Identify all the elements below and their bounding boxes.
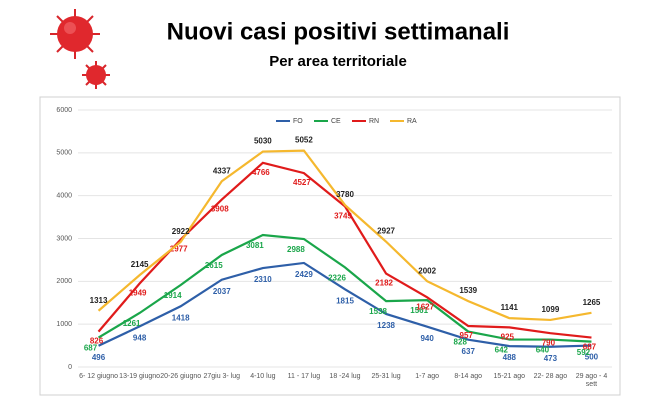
data-label: 500 xyxy=(585,353,599,362)
data-label: 1815 xyxy=(336,296,354,305)
data-label: 1561 xyxy=(410,306,428,315)
data-label: 1261 xyxy=(123,319,141,328)
x-tick-label: 6- 12 giugno xyxy=(79,373,118,380)
data-label: 2977 xyxy=(170,245,188,254)
legend-label: CE xyxy=(331,118,341,125)
data-label: 1627 xyxy=(416,302,434,311)
data-label: 2429 xyxy=(295,270,313,279)
virus-icon xyxy=(50,9,110,89)
data-label: 496 xyxy=(92,353,106,362)
data-label: 687 xyxy=(84,344,98,353)
data-label: 2927 xyxy=(377,227,395,236)
x-tick-label: 15-21 ago xyxy=(493,373,526,380)
data-label: 2326 xyxy=(328,273,346,282)
series-line xyxy=(97,149,592,322)
x-tick-label: 25-31 lug xyxy=(371,373,401,380)
data-label: 948 xyxy=(133,334,147,343)
data-label: 925 xyxy=(501,332,515,341)
y-tick-label: 2000 xyxy=(56,278,72,285)
data-label: 940 xyxy=(420,334,434,343)
data-label: 592 xyxy=(577,348,591,357)
x-tick-label: 20-26 giugno xyxy=(160,373,202,380)
data-label: 5030 xyxy=(254,137,272,146)
y-tick-label: 1000 xyxy=(56,321,72,328)
data-label: 3081 xyxy=(246,241,264,250)
data-label: 2310 xyxy=(254,275,272,284)
data-label: 2922 xyxy=(172,227,190,236)
data-label: 1265 xyxy=(583,298,601,307)
data-label: 637 xyxy=(462,347,476,356)
data-label: 1949 xyxy=(129,289,147,298)
data-label: 2615 xyxy=(205,261,223,270)
data-label: 2145 xyxy=(131,260,149,269)
x-tick-label: 13-19 giugno xyxy=(119,373,161,380)
legend-label: FO xyxy=(293,118,303,125)
data-label: 2037 xyxy=(213,287,231,296)
x-tick-label: 27giu 3- lug xyxy=(203,373,241,380)
data-label: 4766 xyxy=(252,168,270,177)
data-label: 1538 xyxy=(369,307,387,316)
data-label: 957 xyxy=(460,331,474,340)
data-label: 2988 xyxy=(287,245,305,254)
data-label: 4527 xyxy=(293,178,311,187)
series-line xyxy=(97,233,592,343)
data-label: 1099 xyxy=(541,305,559,314)
y-tick-label: 4000 xyxy=(56,193,72,200)
data-label: 1238 xyxy=(377,321,395,330)
data-label: 1914 xyxy=(164,291,182,300)
data-label: 640 xyxy=(536,346,550,355)
x-tick-label: 1-7 ago xyxy=(415,373,440,380)
data-label: 828 xyxy=(454,338,468,347)
series-line xyxy=(98,261,592,348)
data-label: 790 xyxy=(542,338,556,347)
data-label: 687 xyxy=(583,343,597,352)
y-tick-label: 5000 xyxy=(56,150,72,157)
y-tick-label: 6000 xyxy=(56,107,72,114)
chart-title: Nuovi casi positivi settimanali xyxy=(167,18,510,45)
data-label: 2182 xyxy=(375,279,393,288)
data-label: 2002 xyxy=(418,266,436,275)
data-label: 1418 xyxy=(172,313,190,322)
data-label: 1141 xyxy=(501,303,519,312)
x-tick-label: 8-14 ago xyxy=(454,373,483,380)
x-tick-label: 4-10 lug xyxy=(250,373,276,380)
y-tick-label: 3000 xyxy=(56,235,72,242)
data-label: 3908 xyxy=(211,205,229,214)
x-tick-label: 11 - 17 lug xyxy=(287,373,321,380)
data-label: 1539 xyxy=(459,286,477,295)
data-label: 473 xyxy=(544,354,558,363)
legend-label: RA xyxy=(407,118,417,125)
data-label: 5052 xyxy=(295,136,313,145)
data-label: 642 xyxy=(495,346,509,355)
data-label: 3749 xyxy=(334,212,352,221)
y-tick-label: 0 xyxy=(68,364,72,371)
data-label: 826 xyxy=(90,337,104,346)
chart-frame xyxy=(39,96,621,396)
data-label: 488 xyxy=(503,353,517,362)
chart-subtitle: Per area territoriale xyxy=(269,53,407,70)
data-label: 4337 xyxy=(213,166,231,175)
legend-label: RN xyxy=(369,118,379,125)
x-tick-label: 29 ago - 4 sett xyxy=(575,373,608,388)
x-tick-label: 22- 28 ago xyxy=(533,373,568,380)
data-label: 3780 xyxy=(336,190,354,199)
x-tick-label: 18 -24 lug xyxy=(329,373,361,380)
data-label: 1313 xyxy=(90,296,108,305)
